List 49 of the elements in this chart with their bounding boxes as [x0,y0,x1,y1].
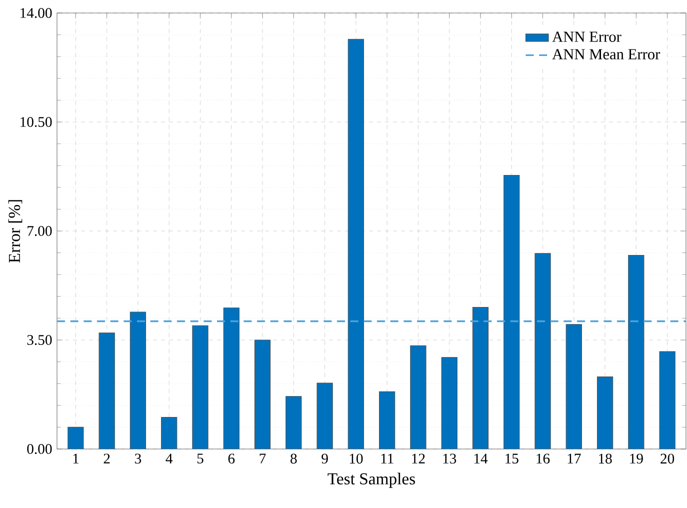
x-tick-label: 5 [197,454,204,464]
x-tick-label: 8 [290,454,297,464]
bar [286,396,302,449]
bar [254,340,271,449]
x-tick-label: 18 [598,454,612,464]
x-tick-label: 1 [73,454,78,464]
legend-label: ANN Error [552,32,622,42]
bar [348,38,364,449]
bar [410,345,426,449]
bar [130,312,146,449]
y-tick-label: 14.00 [20,8,52,18]
y-tick-label: 3.50 [27,335,52,345]
x-tick-label: 6 [228,454,235,464]
x-tick-label: 16 [536,454,550,464]
bar [379,391,396,449]
bar [68,426,84,449]
bar [472,307,489,449]
y-tick-label: 10.50 [20,117,52,127]
x-tick-label: 9 [322,454,328,464]
bar [566,324,582,449]
bar [596,376,614,449]
bar [223,308,240,449]
x-tick-label: 7 [260,454,266,464]
x-tick-label: 19 [630,454,643,464]
bar [504,174,520,449]
legend-label: ANN Mean Error [552,49,660,60]
x-tick-label: 17 [568,454,581,464]
bar [161,416,178,449]
x-tick-label: 14 [474,454,488,464]
y-axis-title: Error [%] [8,200,22,263]
bar [534,253,551,449]
bar [659,351,676,449]
x-tick-label: 13 [443,454,456,464]
y-tick-label: 0.00 [27,444,52,454]
x-tick-label: 2 [104,454,110,464]
bar [316,382,333,449]
bar [628,255,644,449]
x-tick-label: 3 [135,454,142,464]
x-tick-label: 20 [660,454,674,464]
x-tick-label: 4 [166,454,173,464]
bar [98,332,115,449]
x-tick-label: 15 [506,454,518,464]
x-axis-title: Test Samples [328,472,415,488]
bar [192,325,208,449]
x-tick-label: 10 [350,454,363,464]
x-tick-label: 12 [412,454,425,464]
x-tick-label: 11 [381,454,394,464]
y-tick-label: 7.00 [28,226,52,236]
bar [441,357,458,449]
